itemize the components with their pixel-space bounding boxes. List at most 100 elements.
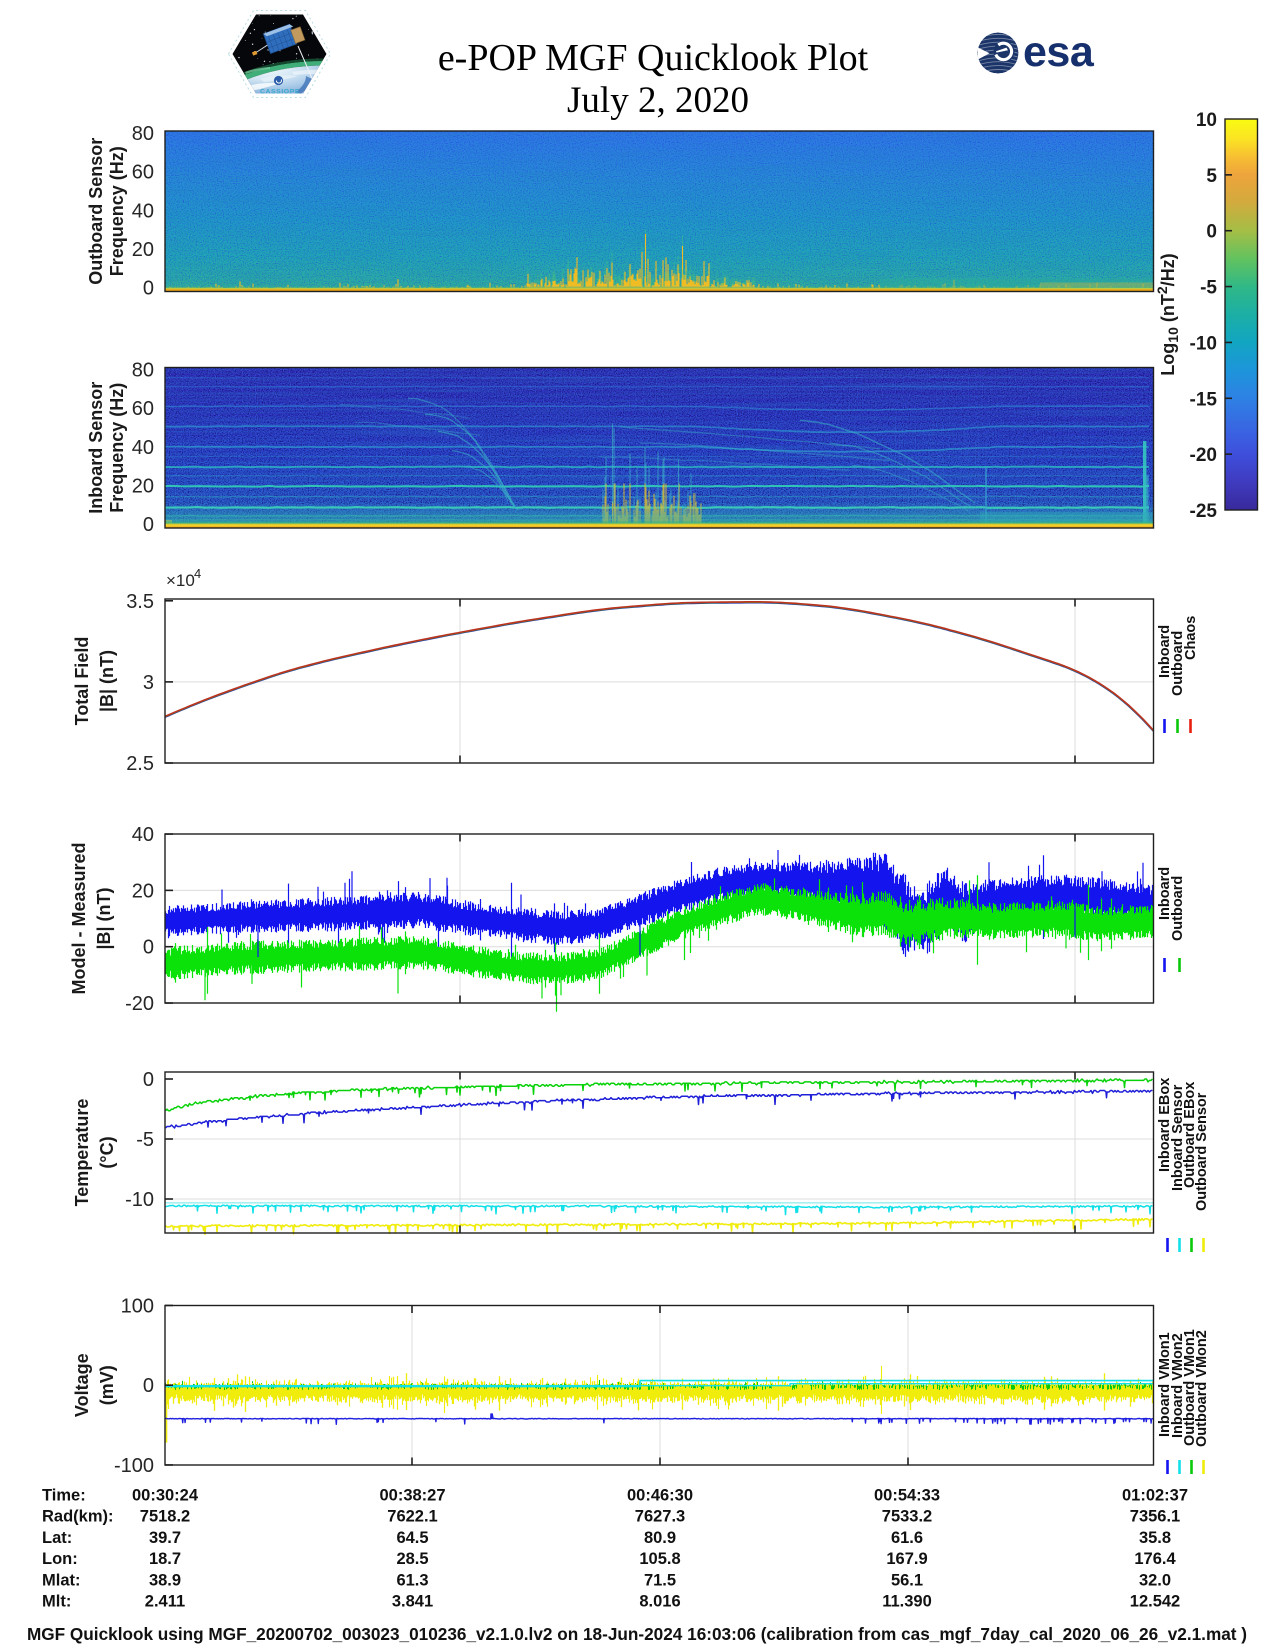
svg-text:5: 5 (1206, 166, 1217, 187)
svg-text:56.1: 56.1 (891, 1571, 923, 1589)
svg-text:80: 80 (132, 360, 154, 382)
svg-text:Inboard EBox: Inboard EBox (1157, 1078, 1173, 1172)
svg-text:20: 20 (132, 475, 154, 497)
svg-text:35.8: 35.8 (1139, 1529, 1171, 1547)
svg-text:4: 4 (194, 566, 201, 581)
svg-text:-20: -20 (125, 993, 154, 1015)
svg-text:7533.2: 7533.2 (882, 1508, 932, 1526)
svg-text:7622.1: 7622.1 (387, 1508, 437, 1526)
svg-text:×10: ×10 (166, 571, 195, 590)
svg-text:Frequency (Hz): Frequency (Hz) (107, 146, 127, 276)
svg-text:Inboard VMon1: Inboard VMon1 (1157, 1332, 1173, 1437)
svg-text:Mlt:: Mlt: (42, 1593, 71, 1611)
svg-text:Inboard Sensor: Inboard Sensor (1170, 1084, 1186, 1191)
svg-text:12.542: 12.542 (1130, 1593, 1180, 1611)
svg-text:2.411: 2.411 (145, 1593, 185, 1611)
svg-text:(mV): (mV) (97, 1365, 117, 1405)
svg-text:40: 40 (132, 824, 154, 846)
svg-text:Time:: Time: (42, 1487, 86, 1505)
svg-text:0: 0 (143, 1375, 154, 1397)
svg-text:Log10 (nT2/Hz): Log10 (nT2/Hz) (1154, 253, 1181, 375)
svg-text:3: 3 (143, 672, 154, 694)
svg-text:-25: -25 (1190, 501, 1218, 522)
svg-text:0: 0 (143, 278, 154, 300)
svg-text:Lat:: Lat: (42, 1529, 72, 1547)
svg-text:-10: -10 (125, 1189, 154, 1211)
svg-text:61.3: 61.3 (396, 1571, 428, 1589)
svg-text:e-POP MGF Quicklook Plot: e-POP MGF Quicklook Plot (438, 37, 869, 79)
svg-text:Outboard EBox: Outboard EBox (1182, 1082, 1198, 1188)
svg-text:Rad(km):: Rad(km): (42, 1508, 114, 1526)
svg-text:Mlat:: Mlat: (42, 1571, 81, 1589)
svg-text:0: 0 (143, 514, 154, 536)
svg-text:|B| (nT): |B| (nT) (97, 650, 117, 712)
svg-text:40: 40 (132, 437, 154, 459)
svg-text:18.7: 18.7 (149, 1550, 181, 1568)
svg-text:-15: -15 (1190, 389, 1218, 410)
svg-text:esa: esa (1023, 28, 1095, 76)
svg-text:39.7: 39.7 (149, 1529, 181, 1547)
svg-text:Frequency (Hz): Frequency (Hz) (107, 383, 127, 513)
svg-text:Inboard Sensor: Inboard Sensor (86, 382, 106, 514)
svg-text:-5: -5 (136, 1129, 154, 1151)
svg-text:July 2, 2020: July 2, 2020 (567, 80, 749, 121)
svg-text:Outboard VMon2: Outboard VMon2 (1194, 1330, 1210, 1447)
svg-text:20: 20 (132, 880, 154, 902)
svg-text:Outboard VMon1: Outboard VMon1 (1182, 1329, 1198, 1446)
svg-text:Outboard: Outboard (1170, 876, 1186, 941)
svg-text:(°C): (°C) (97, 1136, 117, 1168)
svg-text:Inboard: Inboard (1157, 625, 1173, 678)
svg-text:Inboard VMon2: Inboard VMon2 (1170, 1333, 1186, 1438)
svg-text:00:46:30: 00:46:30 (627, 1487, 693, 1505)
svg-text:10: 10 (1196, 110, 1217, 131)
svg-text:105.8: 105.8 (639, 1550, 680, 1568)
svg-text:60: 60 (132, 398, 154, 420)
svg-text:61.6: 61.6 (891, 1529, 923, 1547)
svg-text:3.841: 3.841 (392, 1593, 433, 1611)
svg-text:Total Field: Total Field (72, 637, 92, 726)
svg-text:Chaos: Chaos (1183, 616, 1199, 660)
svg-text:|B| (nT): |B| (nT) (94, 887, 114, 949)
svg-text:Voltage: Voltage (72, 1353, 92, 1417)
svg-text:Model - Measured: Model - Measured (69, 842, 89, 994)
svg-text:00:30:24: 00:30:24 (132, 1487, 199, 1505)
svg-text:40: 40 (132, 200, 154, 222)
svg-text:64.5: 64.5 (396, 1529, 428, 1547)
svg-text:MGF Quicklook using MGF_202007: MGF Quicklook using MGF_20200702_003023_… (27, 1624, 1247, 1644)
svg-text:-5: -5 (1200, 278, 1217, 299)
svg-text:00:38:27: 00:38:27 (379, 1487, 445, 1505)
svg-text:0: 0 (143, 1069, 154, 1091)
svg-text:Outboard Sensor: Outboard Sensor (86, 138, 106, 285)
svg-text:11.390: 11.390 (882, 1593, 932, 1611)
svg-text:2.5: 2.5 (126, 753, 154, 775)
svg-text:60: 60 (132, 162, 154, 184)
svg-text:80.9: 80.9 (644, 1529, 676, 1547)
svg-text:32.0: 32.0 (1139, 1571, 1171, 1589)
svg-text:20: 20 (132, 239, 154, 261)
svg-text:Outboard: Outboard (1170, 631, 1186, 696)
svg-text:-100: -100 (114, 1455, 154, 1477)
svg-text:3.5: 3.5 (126, 591, 154, 613)
svg-text:0: 0 (1206, 222, 1217, 243)
svg-text:7356.1: 7356.1 (1130, 1508, 1180, 1526)
svg-text:7518.2: 7518.2 (140, 1508, 190, 1526)
svg-text:100: 100 (121, 1295, 154, 1317)
svg-text:CASSIOPE: CASSIOPE (260, 89, 300, 96)
svg-text:01:02:37: 01:02:37 (1122, 1487, 1188, 1505)
svg-text:38.9: 38.9 (149, 1571, 181, 1589)
svg-text:0: 0 (143, 937, 154, 959)
svg-text:-10: -10 (1190, 333, 1217, 354)
svg-text:-20: -20 (1190, 445, 1217, 466)
svg-text:167.9: 167.9 (886, 1550, 927, 1568)
svg-text:80: 80 (132, 123, 154, 145)
svg-text:71.5: 71.5 (644, 1571, 676, 1589)
svg-text:Lon:: Lon: (42, 1550, 78, 1568)
svg-text:8.016: 8.016 (639, 1593, 680, 1611)
svg-text:00:54:33: 00:54:33 (874, 1487, 940, 1505)
svg-text:Temperature: Temperature (72, 1099, 92, 1207)
svg-text:176.4: 176.4 (1134, 1550, 1176, 1568)
svg-text:Outboard Sensor: Outboard Sensor (1194, 1092, 1210, 1211)
svg-text:7627.3: 7627.3 (635, 1508, 685, 1526)
svg-text:Inboard: Inboard (1157, 867, 1173, 920)
svg-text:28.5: 28.5 (396, 1550, 428, 1568)
